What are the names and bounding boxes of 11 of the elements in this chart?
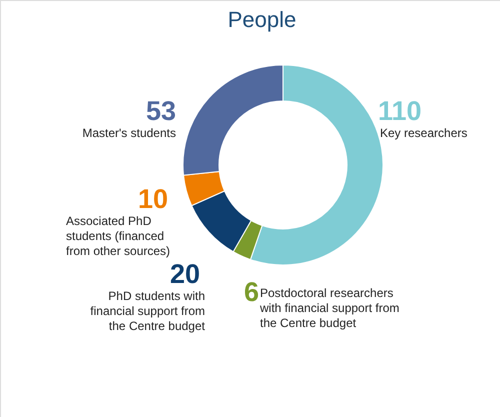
data-label: 10: [138, 184, 168, 214]
slice-label: Key researchers: [380, 126, 468, 140]
slice-label: PhD students with financial support from the Centre budget: [90, 289, 206, 333]
chart-title: People: [228, 7, 296, 32]
slice-label: Master's students: [82, 126, 176, 140]
slice-label: Associated PhD students (financed from other sources): [66, 214, 170, 258]
data-label: 6: [244, 277, 260, 307]
slice-label: Postdoctoral researchers with financial support from the Centre budget: [259, 286, 400, 330]
data-label: 20: [170, 259, 200, 289]
data-label: 110: [378, 96, 422, 126]
data-label: 53: [146, 96, 176, 126]
